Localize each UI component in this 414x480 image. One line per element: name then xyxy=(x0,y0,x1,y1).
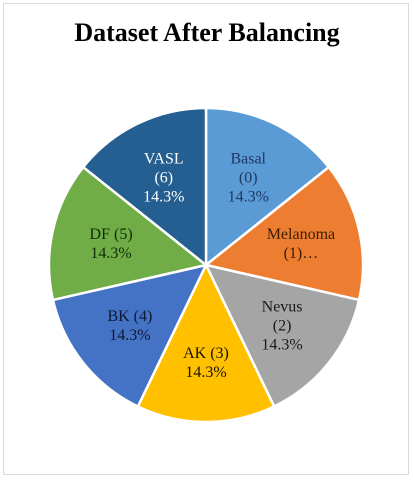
pie-label-line: (0) xyxy=(239,169,258,186)
pie-slice-vasl xyxy=(82,106,208,267)
chart-title: Dataset After Balancing xyxy=(74,18,340,47)
pie-label-line: 14.3% xyxy=(228,188,269,205)
pie-slice-ak xyxy=(136,263,276,424)
pie-label-line: (2) xyxy=(273,318,292,335)
pie-label-line: AK (3) xyxy=(183,345,229,362)
pie-label-line: 14.3% xyxy=(261,337,302,354)
pie-slice-melanoma xyxy=(204,165,365,302)
pie-label-line: 14.3% xyxy=(109,327,150,344)
pie-label-line: 14.3% xyxy=(185,364,226,381)
pie-slice-nevus xyxy=(204,263,361,408)
pie-label-line: Basal xyxy=(230,150,266,167)
pie-label-line: 14.3% xyxy=(90,245,131,262)
pie-label-df: DF (5) 14.3% xyxy=(90,226,133,262)
pie-slices xyxy=(47,106,365,424)
pie-label-ak: AK (3) 14.3% xyxy=(183,345,229,381)
pie-label-melanoma: Melanoma (1)… xyxy=(267,226,335,262)
pie-label-bk: BK (4) 14.3% xyxy=(107,308,152,344)
pie-label-line: Nevus xyxy=(262,299,303,316)
pie-label-line: VASL xyxy=(144,150,184,167)
pie-label-line: (6) xyxy=(154,169,173,186)
pie-label-line: BK (4) xyxy=(107,308,152,325)
pie-slice-df xyxy=(47,165,208,302)
pie-label-line: DF (5) xyxy=(90,226,133,243)
pie-slice-basal xyxy=(204,106,330,267)
pie-labels: Basal (0) 14.3%Melanoma (1)…Nevus (2) 14.3%AK… xyxy=(90,150,336,381)
pie-label-line: Melanoma xyxy=(267,226,335,243)
pie-slice-bk xyxy=(51,263,208,408)
pie-label-basal: Basal (0) 14.3% xyxy=(228,150,269,205)
pie-label-nevus: Nevus (2) 14.3% xyxy=(261,299,302,354)
pie-label-line: 14.3% xyxy=(143,188,184,205)
pie-label-vasl: VASL (6) 14.3% xyxy=(143,150,184,205)
pie-label-line: (1)… xyxy=(284,245,319,262)
